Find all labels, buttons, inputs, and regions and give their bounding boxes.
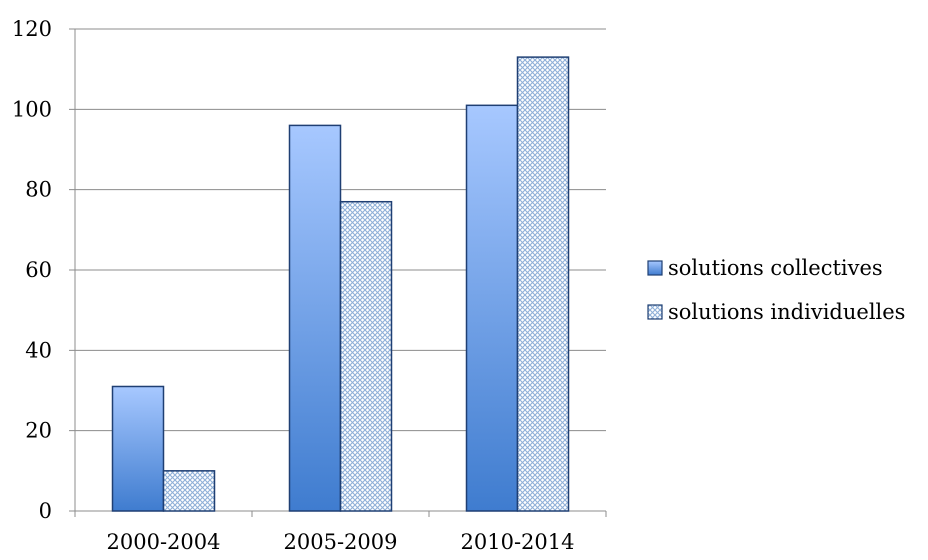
- tick-labels: 0 20 40 60 80 100 120 2000-2004 2005-2009 2010-20…: [12, 17, 575, 554]
- bar-solutions-collectives: [111, 385, 165, 512]
- x-tick-label: 2010-2014: [461, 530, 575, 554]
- legend: solutions collectives solutions individue…: [647, 256, 905, 324]
- bar-solutions-individuelles: [339, 200, 393, 512]
- bar-solutions-individuelles: [162, 470, 216, 512]
- bar-solutions-collectives: [465, 104, 519, 512]
- y-tick-label: 120: [12, 17, 52, 41]
- bar-solutions-individuelles: [516, 56, 570, 512]
- y-tick-label: 100: [12, 97, 52, 121]
- bar-solutions-collectives: [288, 124, 342, 512]
- legend-item-solutions-collectives: solutions collectives: [647, 256, 883, 280]
- x-tick-label: 2000-2004: [107, 530, 221, 554]
- x-tick-label: 2005-2009: [284, 530, 398, 554]
- legend-label: solutions collectives: [668, 256, 883, 280]
- y-tick-label: 20: [25, 419, 52, 443]
- y-tick-label: 0: [39, 499, 52, 523]
- legend-swatch: [647, 260, 663, 276]
- legend-label: solutions individuelles: [668, 300, 905, 324]
- legend-swatch: [647, 304, 663, 320]
- y-tick-label: 40: [25, 338, 52, 362]
- legend-item-solutions-individuelles: solutions individuelles: [647, 300, 905, 324]
- y-tick-label: 60: [25, 258, 52, 282]
- bars: [111, 56, 570, 512]
- y-tick-label: 80: [25, 178, 52, 202]
